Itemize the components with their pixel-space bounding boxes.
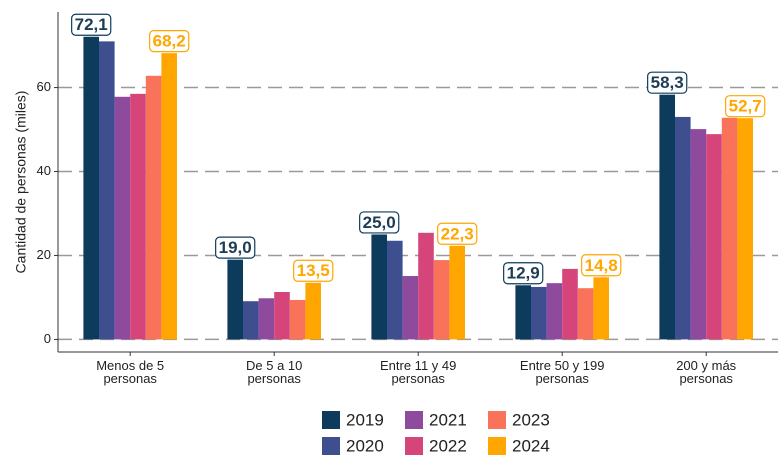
legend-label: 2022	[429, 436, 467, 455]
value-label-group: 58,3	[647, 71, 688, 94]
y-tick-label: 0	[44, 331, 51, 346]
value-label-group: 12,9	[503, 262, 544, 285]
bar	[305, 282, 321, 340]
legend-swatch	[405, 411, 423, 429]
value-label-box	[293, 259, 334, 282]
value-label-group: 22,3	[437, 222, 478, 245]
bar	[371, 234, 387, 340]
value-label-group: 25,0	[359, 211, 400, 234]
legend-swatch	[322, 411, 340, 429]
bar	[721, 117, 738, 340]
value-label-box	[359, 211, 400, 234]
value-label-box	[149, 30, 190, 53]
value-label: 68,2	[153, 32, 186, 51]
value-label-group: 13,5	[293, 259, 334, 282]
value-label-group: 14,8	[581, 254, 622, 277]
bar	[161, 53, 177, 340]
bar	[227, 259, 243, 340]
bar	[593, 277, 609, 340]
value-label-group: 19,0	[215, 236, 256, 259]
value-label: 58,3	[651, 73, 684, 92]
legend-swatch	[488, 411, 506, 429]
legend-swatch	[488, 437, 506, 455]
x-tick-label: Entre 11 y 49 personas	[380, 358, 456, 386]
bar	[114, 96, 131, 340]
value-label-box	[503, 262, 544, 285]
bar	[531, 286, 547, 340]
value-label-group: 68,2	[149, 30, 190, 53]
bar	[83, 36, 99, 340]
x-tick-label: 200 y más personas	[676, 358, 736, 386]
value-label-box	[71, 13, 112, 36]
bar	[289, 299, 306, 340]
value-label-box	[581, 254, 622, 277]
bar	[145, 75, 162, 340]
value-label: 12,9	[507, 264, 540, 283]
bar	[402, 276, 419, 340]
bar	[130, 93, 146, 340]
bar	[706, 134, 722, 340]
y-axis-label: Cantidad de personas (miles)	[13, 91, 29, 274]
legend-label: 2024	[512, 436, 550, 455]
legend-swatch	[405, 437, 423, 455]
value-label-box	[437, 222, 478, 245]
bar	[675, 116, 691, 340]
y-tick-label: 40	[37, 163, 51, 178]
bar	[99, 41, 115, 340]
value-label-box	[725, 95, 766, 118]
legend-label: 2023	[512, 410, 550, 429]
legend-label: 2021	[429, 410, 467, 429]
bar	[433, 260, 450, 340]
value-label-group: 72,1	[71, 13, 112, 36]
bar	[418, 232, 434, 340]
bar	[690, 129, 707, 340]
value-label: 25,0	[363, 213, 396, 232]
bar	[562, 268, 578, 340]
bar	[258, 298, 275, 340]
bar	[243, 301, 259, 340]
value-label-box	[647, 71, 688, 94]
x-tick-label: De 5 a 10 personas	[246, 358, 302, 386]
value-label-group: 52,7	[725, 95, 766, 118]
value-label: 72,1	[75, 15, 108, 34]
value-label: 13,5	[297, 261, 330, 280]
y-tick-label: 60	[37, 79, 51, 94]
y-tick-label: 20	[37, 247, 51, 262]
bar	[577, 288, 594, 340]
bar	[449, 245, 465, 340]
value-label: 19,0	[219, 238, 252, 257]
legend-label: 2020	[346, 436, 384, 455]
legend-label: 2019	[346, 410, 384, 429]
bar	[515, 285, 531, 340]
x-tick-label: Menos de 5 personas	[96, 358, 164, 386]
value-label: 52,7	[729, 97, 762, 116]
value-label: 14,8	[585, 256, 618, 275]
value-label-box	[215, 236, 256, 259]
bar	[274, 291, 290, 340]
x-tick-label: Entre 50 y 199 personas	[520, 358, 605, 386]
value-label: 22,3	[441, 224, 474, 243]
bar	[659, 94, 675, 340]
bar	[546, 283, 563, 340]
bar	[737, 118, 753, 340]
legend-swatch	[322, 437, 340, 455]
bar	[387, 240, 403, 340]
